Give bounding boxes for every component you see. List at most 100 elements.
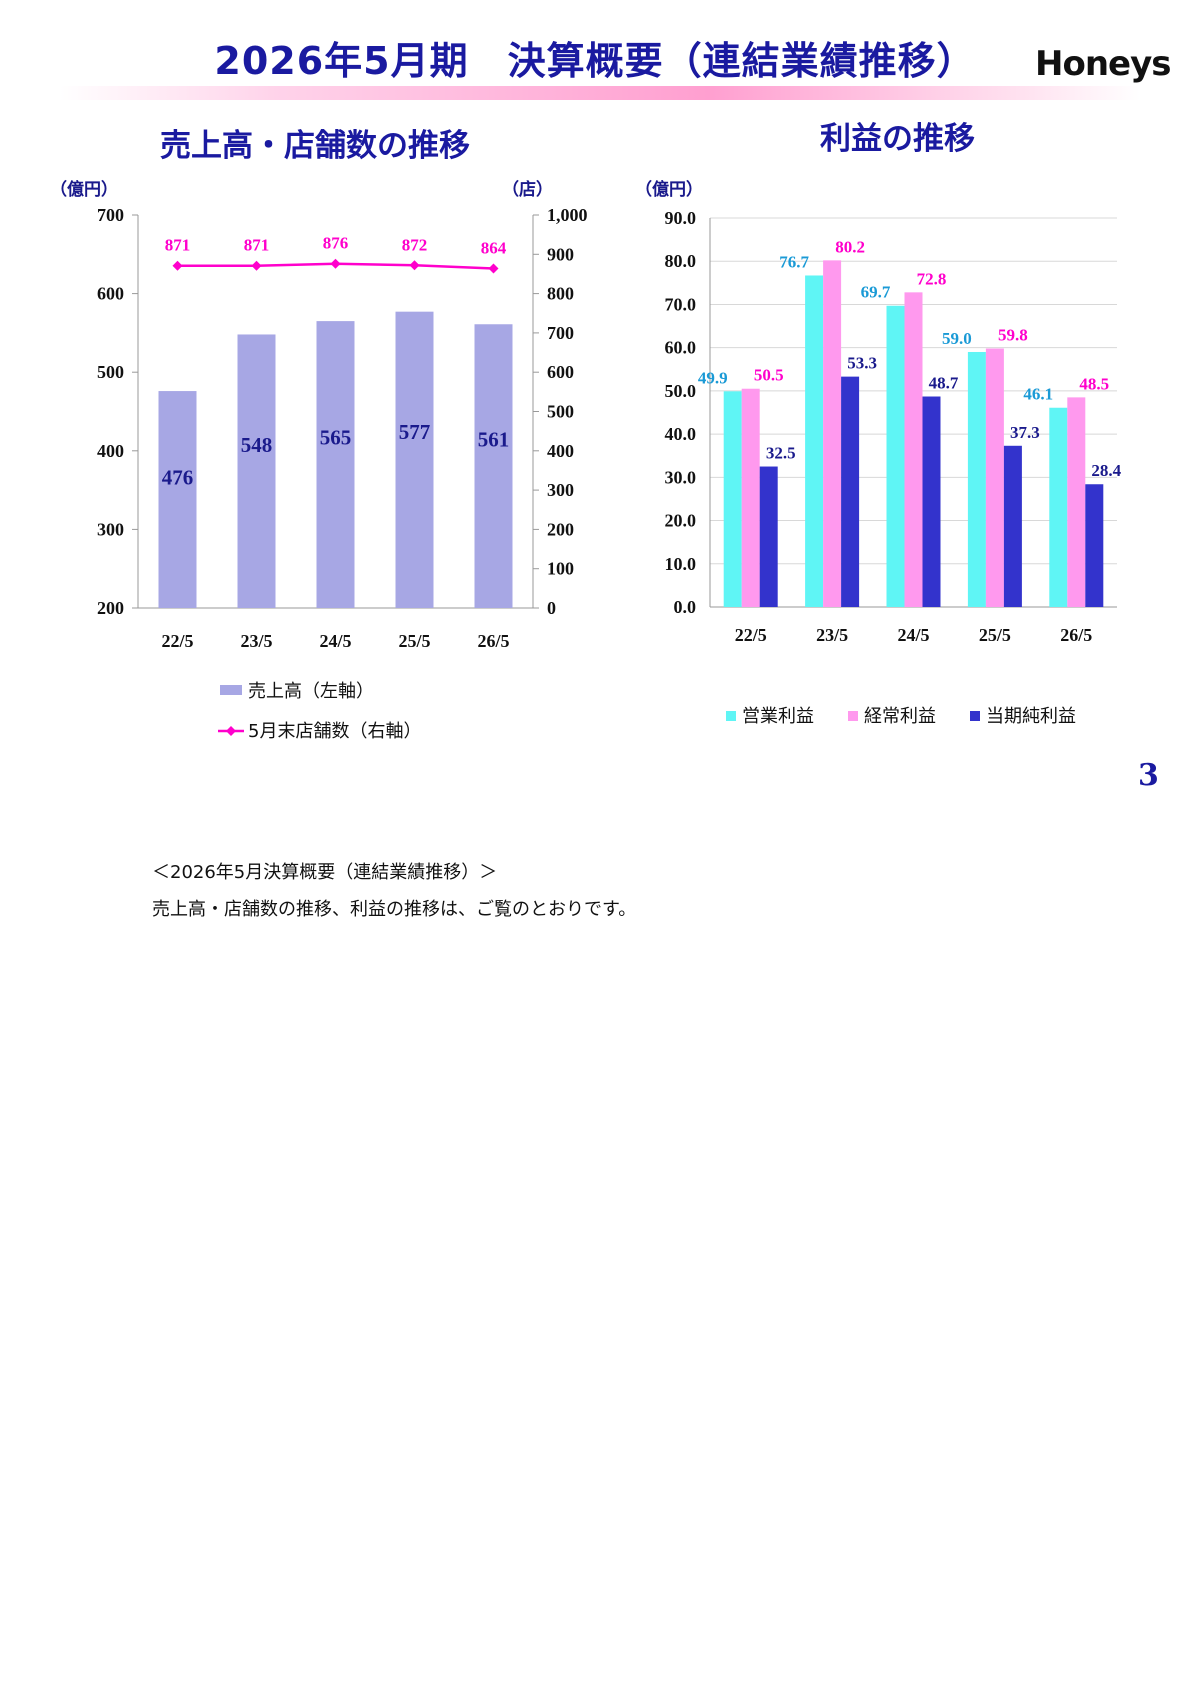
page-title: 2026年5月期 決算概要（連結業績推移）: [214, 39, 976, 83]
profit-bar: [985, 348, 1004, 607]
right-tick-label: 300: [547, 480, 574, 500]
profit-bar: [904, 292, 923, 607]
y-tick-label: 70.0: [665, 294, 697, 314]
profit-bar: [1049, 407, 1068, 607]
sales-bar-label: 561: [478, 427, 510, 451]
y-tick-label: 90.0: [665, 208, 697, 228]
profit-bar: [741, 388, 760, 607]
sales-bar: [237, 334, 276, 608]
profit-bar-label: 48.5: [1079, 374, 1109, 393]
profit-bar-label: 76.7: [779, 252, 809, 271]
right-tick-label: 0: [547, 598, 556, 618]
store-count-label: 876: [323, 234, 349, 253]
store-count-label: 864: [481, 238, 507, 257]
store-count-label: 871: [165, 236, 191, 255]
y-tick-label: 60.0: [665, 338, 697, 358]
profit-bar: [1067, 397, 1086, 607]
x-tick-label: 24/5: [319, 631, 351, 651]
profit-bar-label: 80.2: [835, 237, 865, 256]
store-count-label: 871: [244, 236, 270, 255]
page-number: 3: [1138, 758, 1159, 793]
profit-chart: （億円） 0.0 10.0 20.0 30.0 40.0 50.0 60.0 70.0 80.0 9…: [635, 179, 1122, 727]
profit-bar-label: 28.4: [1091, 461, 1121, 480]
store-count-label: 872: [402, 235, 428, 254]
left-tick-label: 300: [97, 519, 124, 539]
profit-bar-label: 53.3: [847, 354, 877, 373]
legend-swatch: [970, 711, 980, 721]
profit-bar: [967, 351, 986, 607]
profit-bar-label: 46.1: [1023, 385, 1053, 404]
sales-bar-label: 476: [162, 465, 194, 489]
y-tick-label: 50.0: [665, 381, 697, 401]
right-tick-label: 200: [547, 519, 574, 539]
store-count-point: [172, 260, 183, 271]
profit-bar-label: 69.7: [861, 283, 891, 302]
right-tick-label: 500: [547, 402, 574, 422]
sales-bar-label: 577: [399, 420, 431, 444]
store-count-point: [330, 258, 341, 269]
sales-bar: [316, 321, 355, 608]
sales-bar: [474, 324, 513, 608]
x-tick-label: 24/5: [897, 625, 929, 645]
sales-bar-label: 548: [241, 433, 273, 457]
profit-bar-label: 49.9: [698, 368, 728, 387]
legend-label-stores: 5月末店舗数（右軸）: [248, 721, 421, 742]
legend-label: 当期純利益: [986, 706, 1076, 727]
profit-bar-label: 72.8: [917, 269, 947, 288]
profit-bar-label: 37.3: [1010, 423, 1040, 442]
y-axis-unit: （億円）: [635, 179, 703, 200]
legend-swatch-sales: [220, 685, 242, 695]
profit-bar-label: 59.8: [998, 326, 1028, 345]
store-count-point: [409, 260, 420, 271]
profit-bar: [823, 260, 842, 607]
x-tick-label: 23/5: [240, 631, 272, 651]
left-axis-unit: （億円）: [50, 179, 118, 200]
x-tick-label: 25/5: [398, 631, 430, 651]
left-tick-label: 500: [97, 362, 124, 382]
profit-bar-label: 59.0: [942, 329, 972, 348]
sales-chart-heading: 売上高・店舗数の推移: [160, 128, 470, 164]
y-tick-label: 20.0: [665, 511, 697, 531]
legend-swatch: [726, 711, 736, 721]
y-tick-label: 30.0: [665, 467, 697, 487]
left-tick-label: 700: [97, 205, 124, 225]
legend-label-sales: 売上高（左軸）: [248, 681, 374, 702]
profit-bar: [1085, 484, 1104, 607]
sales-stores-chart: （億円） （店） 200 300 400 500 600 700 0 100 200 300 400 50…: [50, 179, 588, 742]
right-tick-label: 400: [547, 441, 574, 461]
profit-bar: [723, 391, 742, 607]
right-tick-label: 1,000: [547, 205, 588, 225]
note-body: 売上高・店舗数の推移、利益の推移は、ご覧のとおりです。: [152, 899, 637, 920]
left-tick-label: 400: [97, 441, 124, 461]
profit-bar: [841, 376, 860, 607]
sales-bar: [158, 391, 197, 608]
left-tick-label: 600: [97, 284, 124, 304]
legend-label: 営業利益: [742, 706, 814, 727]
x-tick-label: 22/5: [735, 625, 767, 645]
sales-bar: [395, 311, 434, 608]
x-tick-label: 25/5: [979, 625, 1011, 645]
profit-bar: [805, 275, 824, 607]
x-tick-label: 26/5: [1060, 625, 1092, 645]
x-tick-label: 26/5: [477, 631, 509, 651]
profit-bar-label: 50.5: [754, 366, 784, 385]
profit-bar: [886, 305, 905, 607]
right-axis-unit: （店）: [502, 179, 553, 200]
profit-bar-label: 48.7: [929, 374, 959, 393]
right-tick-label: 900: [547, 244, 574, 264]
legend-marker-stores: [226, 726, 236, 736]
right-tick-label: 800: [547, 284, 574, 304]
x-tick-label: 23/5: [816, 625, 848, 645]
right-tick-label: 700: [547, 323, 574, 343]
legend-swatch: [848, 711, 858, 721]
profit-bar-label: 32.5: [766, 444, 796, 463]
store-count-point: [251, 260, 262, 271]
title-underline: [60, 86, 1140, 100]
legend-label: 経常利益: [864, 706, 936, 727]
right-tick-label: 600: [547, 362, 574, 382]
y-tick-label: 10.0: [665, 554, 697, 574]
y-tick-label: 0.0: [674, 597, 697, 617]
x-tick-label: 22/5: [161, 631, 193, 651]
sales-bar-label: 565: [320, 425, 352, 449]
left-tick-label: 200: [97, 598, 124, 618]
